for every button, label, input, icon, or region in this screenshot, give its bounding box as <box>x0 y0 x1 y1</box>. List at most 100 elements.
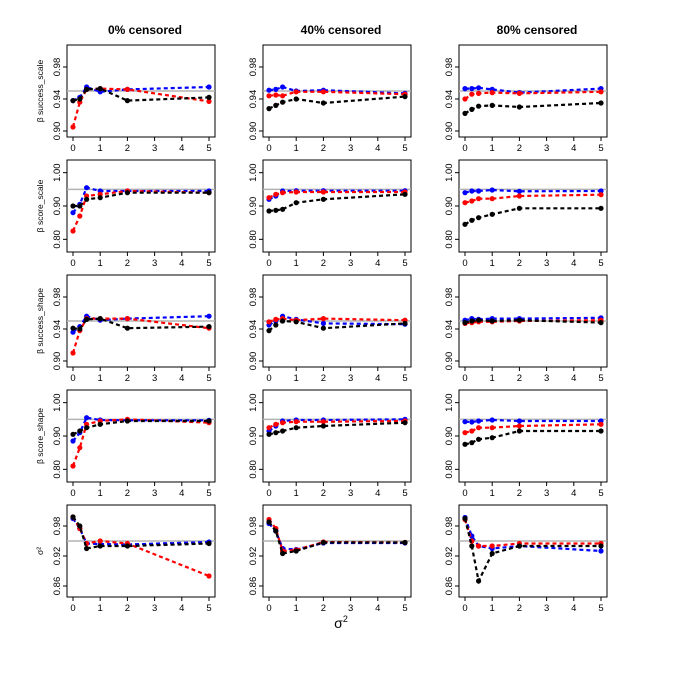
panel-r3-c2: 0 1 2 3 4 5 0.80 0.90 1.00 <box>444 389 608 499</box>
y-tick-label: 0.94 <box>52 90 63 109</box>
data-point-blue <box>70 210 76 216</box>
series-line-black <box>464 101 602 115</box>
data-point-red <box>469 91 475 97</box>
y-tick-label: 0.90 <box>52 352 63 371</box>
y-tick-label: 1.00 <box>248 393 259 412</box>
series-line-blue <box>464 418 601 424</box>
data-point-black <box>293 96 299 102</box>
x-tick-label: 5 <box>402 603 407 614</box>
x-axis-label-exponent: 2 <box>343 614 348 624</box>
x-tick-label: 4 <box>375 488 380 499</box>
data-point-black <box>77 326 83 332</box>
data-point-blue <box>266 87 272 93</box>
data-point-black <box>206 94 212 100</box>
data-point-black <box>293 319 299 325</box>
y-tick-label: 0.90 <box>52 427 63 446</box>
data-point-black <box>469 106 475 112</box>
data-point-blue <box>280 84 286 90</box>
data-point-black <box>70 98 76 104</box>
data-point-blue <box>476 85 482 91</box>
series-line-red <box>464 90 602 100</box>
column-title-2: 80% censored <box>497 23 578 37</box>
x-tick-label: 2 <box>321 488 326 499</box>
data-point-black <box>70 431 76 437</box>
data-point-blue <box>206 84 212 90</box>
column-title-1: 40% censored <box>301 23 382 37</box>
x-tick-label: 4 <box>179 258 184 269</box>
y-tick-label: 0.92 <box>248 547 259 566</box>
data-point-red <box>489 425 495 431</box>
data-point-black <box>462 320 468 326</box>
data-point-red <box>320 189 326 195</box>
series-line-red <box>268 419 406 429</box>
data-point-black <box>273 102 279 108</box>
data-point-black <box>476 215 482 221</box>
data-point-red <box>293 89 299 95</box>
data-point-red <box>489 543 495 549</box>
data-point-red <box>469 198 475 204</box>
data-point-red <box>293 419 299 425</box>
data-point-black <box>402 320 408 326</box>
x-tick-label: 0 <box>266 488 271 499</box>
plot-frame <box>262 389 412 483</box>
x-tick-label: 2 <box>517 143 522 154</box>
plot-frame <box>458 159 608 253</box>
panel-r3-c0: 0 1 2 3 4 5 0.80 0.90 1.00 β score_shape <box>35 389 216 499</box>
data-point-black <box>84 545 90 552</box>
y-tick-label: 0.98 <box>52 288 63 307</box>
data-point-black <box>206 540 212 547</box>
data-point-red <box>70 228 76 234</box>
data-point-red <box>489 196 495 202</box>
x-tick-label: 1 <box>98 143 103 154</box>
data-point-black <box>476 578 482 584</box>
data-point-red <box>266 319 272 325</box>
data-point-black <box>206 190 212 196</box>
x-tick-label: 1 <box>490 143 495 154</box>
x-tick-label: 2 <box>517 603 522 614</box>
x-tick-label: 4 <box>179 488 184 499</box>
y-tick-label: 0.92 <box>52 547 63 566</box>
data-point-red <box>273 191 279 197</box>
y-tick-label: 0.90 <box>52 197 63 216</box>
data-point-black <box>84 316 90 322</box>
x-tick-label: 5 <box>598 603 603 614</box>
data-point-black <box>476 103 482 109</box>
x-tick-label: 3 <box>152 488 157 499</box>
data-point-red <box>516 90 523 96</box>
data-point-black <box>77 428 83 434</box>
data-point-blue <box>70 438 76 444</box>
data-point-red <box>598 192 604 198</box>
x-tick-label: 2 <box>125 258 130 269</box>
plot-frame <box>66 159 216 253</box>
series-line-black <box>73 191 209 208</box>
data-point-black <box>462 110 468 116</box>
data-point-black <box>476 436 482 442</box>
x-tick-label: 2 <box>517 258 522 269</box>
x-tick-label: 1 <box>98 373 103 384</box>
data-point-black <box>124 98 130 104</box>
x-tick-label: 0 <box>266 373 271 384</box>
plot-frame <box>458 504 608 598</box>
data-point-red <box>280 93 286 99</box>
y-tick-label: 0.90 <box>248 197 259 216</box>
x-tick-label: 3 <box>544 488 549 499</box>
data-point-black <box>266 106 272 112</box>
x-tick-label: 1 <box>294 143 299 154</box>
data-point-blue <box>469 188 475 194</box>
data-point-black <box>124 325 130 331</box>
data-point-red <box>206 573 212 579</box>
data-point-black <box>469 543 475 549</box>
data-point-red <box>70 350 76 356</box>
data-point-red <box>293 189 299 195</box>
data-point-blue <box>489 417 495 423</box>
data-point-red <box>489 90 495 96</box>
series-line-blue <box>268 189 405 201</box>
x-tick-label: 1 <box>98 258 103 269</box>
data-point-black <box>266 328 272 334</box>
x-tick-label: 0 <box>70 373 75 384</box>
data-point-blue <box>462 419 468 425</box>
series-line-red <box>463 519 601 548</box>
panel-r0-c2: 0 1 2 3 4 5 0.90 0.94 0.98 <box>444 44 608 154</box>
data-point-red <box>320 316 326 322</box>
data-point-red <box>266 93 272 99</box>
